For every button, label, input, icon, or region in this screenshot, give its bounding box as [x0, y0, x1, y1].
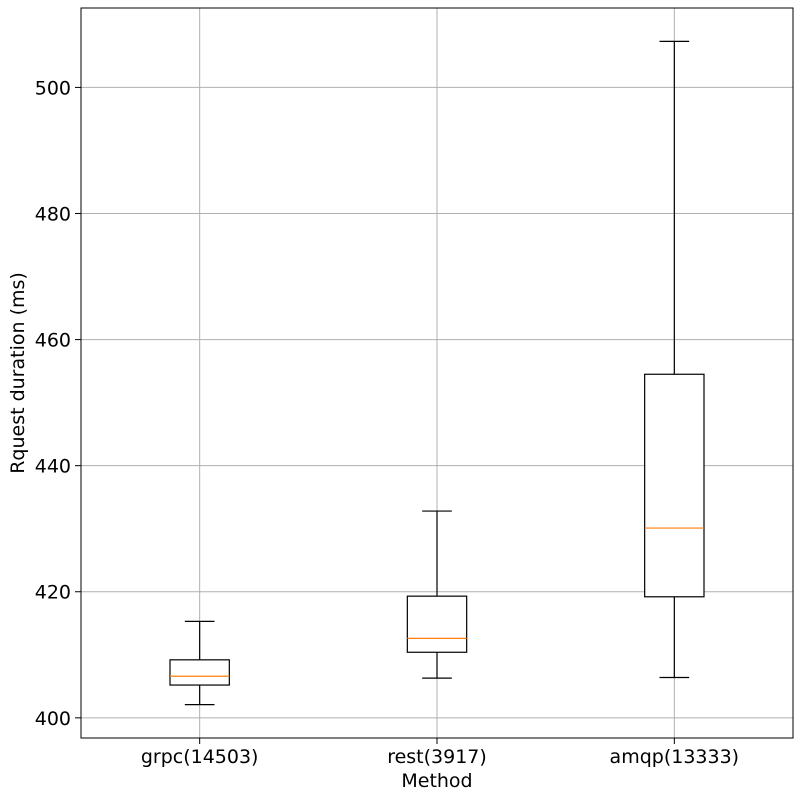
boxes: [169, 40, 705, 706]
x-axis-label: Method: [401, 770, 472, 792]
iqr-box: [644, 373, 705, 598]
x-tick-label: rest(3917): [387, 746, 487, 768]
y-tick-label: 400: [35, 708, 71, 730]
y-tick-label: 500: [35, 77, 71, 99]
x-tick-label: grpc(14503): [141, 746, 259, 768]
iqr-box: [169, 659, 230, 686]
y-tick-label: 460: [35, 330, 71, 352]
y-tick-label: 440: [35, 456, 71, 478]
x-tick-label: amqp(13333): [610, 746, 740, 768]
box-2: [406, 510, 468, 679]
y-tick-label: 480: [35, 204, 71, 226]
iqr-box: [406, 595, 468, 653]
box-3: [644, 40, 705, 679]
box-1: [169, 620, 230, 706]
y-axis-label: Rquest duration (ms): [7, 272, 29, 474]
ticks: 400 420 440 460 480 500 grpc(14503) rest(3917) a…: [35, 77, 739, 768]
y-tick-label: 420: [35, 582, 71, 604]
